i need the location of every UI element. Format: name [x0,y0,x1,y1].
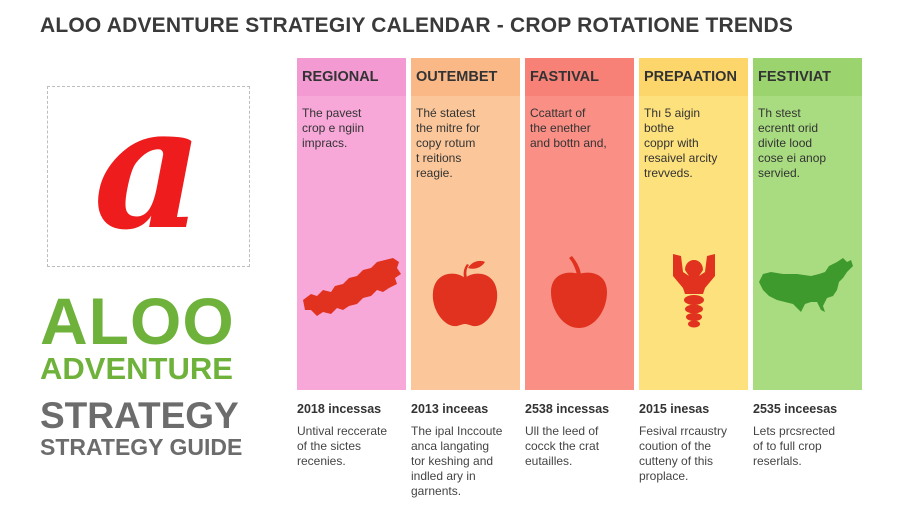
column-header: OUTEMBET [411,58,520,96]
column-text: Thé statest the mitre for copy rotum t r… [416,106,481,180]
column-note: The ipal Inccoute anca langating tor kes… [411,424,503,498]
logo-frame: a [47,67,250,268]
column-outembet: OUTEMBET Thé statest the mitre for copy … [411,58,520,390]
column-prepaation: PREPAATION Thı 5 aigin bothe coppr with … [639,58,748,390]
column-note: Fesival rrcaustry coution of the cutteny… [639,424,728,483]
column-stat: 2013 inceeas [411,402,489,416]
column-text: Th stest ecrentt orid divite lood cose e… [758,106,827,180]
column-header: FESTIVIAT [753,58,862,96]
column-text: Ccattart of the enether and bottn and, [530,106,607,150]
column-stat: 2538 incessas [525,402,610,416]
brand-subtitle: STRATEGY GUIDE [40,434,243,460]
column-note: Lets prcsrected of to full crop reserlal… [753,424,836,468]
brand-name-adventure: ADVENTURE [40,351,233,386]
column-header: PREPAATION [639,58,748,96]
column-festiviat: FESTIVIAT Th stest ecrentt orid divite l… [753,58,862,390]
map-region-icon [303,258,401,316]
column-fastival: FASTIVAL Ccattart of the enether and bot… [525,58,634,390]
logo-a-icon: a [93,67,204,268]
column-stat: 2018 incessas [297,402,382,416]
column-stat: 2535 inceesas [753,402,838,416]
column-note: Ull the leed of cocck the crat eutailles… [525,424,600,468]
fruit-icon [551,256,607,328]
column-text: The pavest crop e ngiin impracs. [302,106,365,150]
brand-name-strategy: STRATEGY [40,395,239,436]
column-header: REGIONAL [297,58,406,96]
column-header: FASTIVAL [525,58,634,96]
column-stat: 2015 inesas [639,402,710,416]
figure-icon [673,254,715,328]
brand-name-aloo: ALOO [40,284,235,358]
page-title: ALOO ADVENTURE STRATEGIY CALENDAR - CROP… [40,14,794,37]
column-regional: REGIONAL The pavest crop e ngiin impracs… [297,58,406,390]
column-note: Untival reccerate of the sictes recenies… [297,424,388,468]
apple-icon [432,260,498,327]
usa-map-icon [759,258,853,312]
column-text: Thı 5 aigin bothe coppr with resaivel ar… [644,106,718,180]
